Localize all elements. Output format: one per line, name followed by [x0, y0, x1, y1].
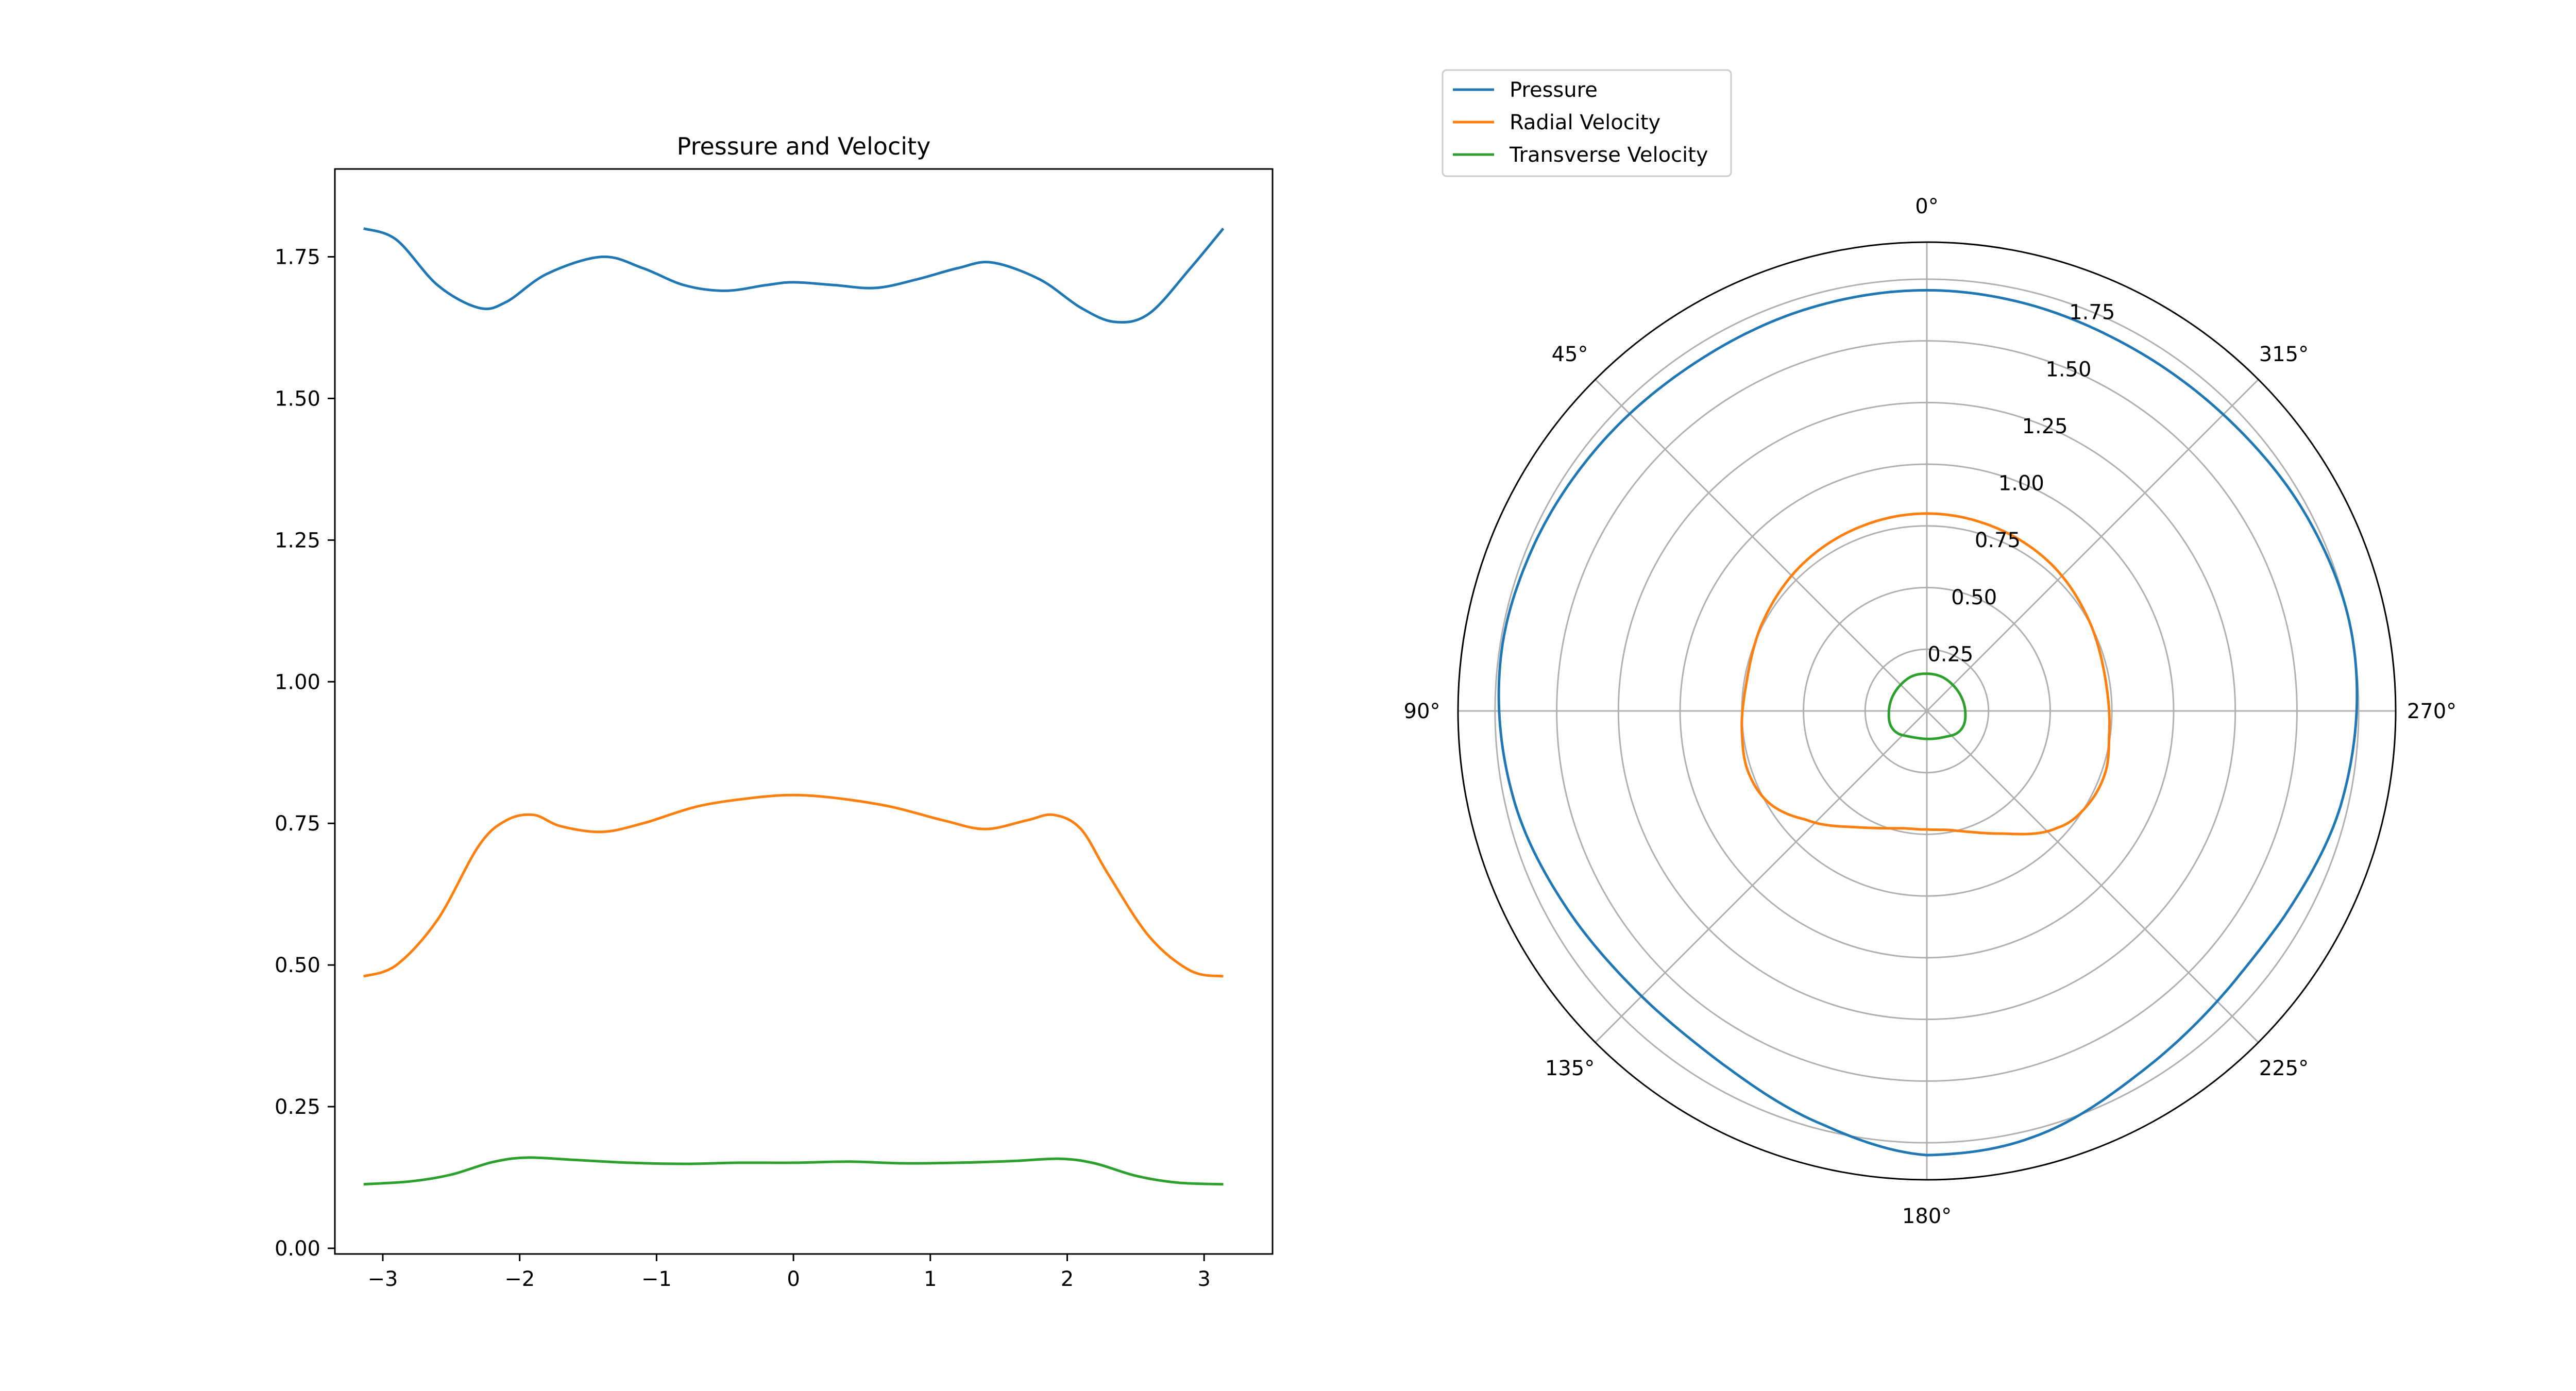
x-axis-ticks: −3 −2 −1 0 1 2 3 — [368, 1254, 1211, 1291]
x-tick-label: −1 — [641, 1267, 672, 1291]
polar-series-transverse — [1887, 672, 1967, 740]
y-tick-label: 0.00 — [275, 1237, 320, 1261]
plot-frame — [334, 168, 1274, 1255]
radial-tick-label: 1.75 — [2069, 301, 2115, 325]
legend-label: Pressure — [1510, 78, 1598, 102]
line-chart: Pressure and Velocity 0.00 0.25 0.50 0.75 1.… — [275, 132, 1274, 1291]
radial-tick-label: 1.00 — [1998, 472, 2044, 496]
legend-label: Transverse Velocity — [1509, 143, 1708, 167]
y-axis-ticks: 0.00 0.25 0.50 0.75 1.00 1.25 1.50 1.75 — [275, 245, 335, 1261]
radial-tick-label: 1.25 — [2022, 415, 2068, 438]
legend-frame — [1442, 69, 1732, 177]
x-tick-label: 3 — [1197, 1267, 1210, 1291]
radial-tick-label: 0.25 — [1927, 642, 1973, 666]
legend-label: Radial Velocity — [1510, 111, 1660, 134]
angle-grid-line — [1926, 710, 2259, 1043]
angle-tick-label: 270° — [2407, 700, 2456, 723]
x-tick-label: 2 — [1061, 1267, 1074, 1291]
polar-grid — [1458, 242, 2396, 1180]
angle-tick-labels: 0° 45° 90° 135° 180° 225° 270° 315° — [1404, 195, 2457, 1228]
angle-grid-line — [1926, 379, 2259, 712]
x-tick-label: 0 — [787, 1267, 800, 1291]
y-tick-label: 0.75 — [275, 812, 320, 836]
polar-series-pressure — [1497, 289, 2359, 1157]
angle-tick-label: 0° — [1915, 195, 1938, 218]
angle-tick-label: 135° — [1545, 1057, 1595, 1080]
y-tick-label: 0.25 — [275, 1095, 320, 1119]
angle-grid-line — [1595, 710, 1928, 1043]
series-line-pressure — [363, 227, 1225, 324]
x-tick-label: 1 — [924, 1267, 937, 1291]
y-tick-label: 1.50 — [275, 387, 320, 411]
radial-tick-labels: 0.25 0.50 0.75 1.00 1.25 1.50 1.75 — [1927, 301, 2115, 667]
series-line-transverse — [363, 1156, 1224, 1186]
y-tick-label: 1.75 — [275, 245, 320, 269]
angle-tick-label: 45° — [1552, 343, 1588, 366]
series-line-radial — [363, 793, 1224, 978]
line-series-group — [363, 227, 1225, 1186]
y-tick-label: 0.50 — [275, 954, 320, 977]
y-tick-label: 1.25 — [275, 529, 320, 552]
radial-tick-label: 0.75 — [1975, 529, 2021, 552]
polar-series-radial — [1740, 512, 2111, 836]
radial-tick-label: 1.50 — [2045, 358, 2091, 381]
x-tick-label: −2 — [504, 1267, 535, 1291]
polar-chart: 0.25 0.50 0.75 1.00 1.25 1.50 1.75 0° 45° 90° 135… — [1404, 195, 2457, 1228]
angle-tick-label: 90° — [1404, 700, 1440, 723]
angle-grid-line — [1595, 379, 1928, 712]
chart-title: Pressure and Velocity — [677, 132, 931, 160]
radial-tick-label: 0.50 — [1951, 586, 1997, 609]
y-tick-label: 1.00 — [275, 670, 320, 694]
angle-tick-label: 180° — [1902, 1205, 1952, 1228]
angle-tick-label: 315° — [2259, 343, 2309, 366]
angle-tick-label: 225° — [2259, 1057, 2309, 1080]
polar-series-group — [1497, 289, 2359, 1157]
x-tick-label: −3 — [368, 1267, 398, 1291]
legend: Pressure Radial Velocity Transverse Veloci… — [1442, 69, 1732, 177]
polar-outer-circle — [1457, 241, 2397, 1181]
